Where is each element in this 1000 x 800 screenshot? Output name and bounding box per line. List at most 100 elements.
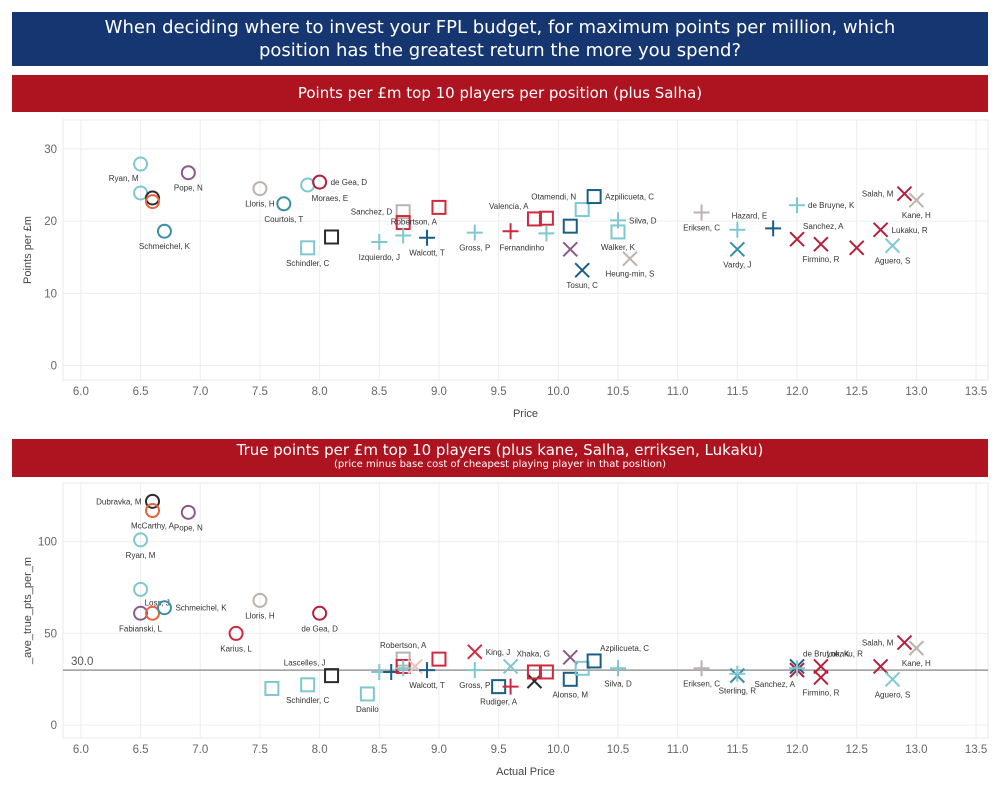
chart1-circle-mark: [145, 194, 161, 210]
chart1-cross-mark: [729, 241, 746, 257]
chart2-x-axis-title: Actual Price: [496, 766, 555, 778]
chart2-point-label: Danilo: [356, 705, 379, 714]
chart2-point-label: Salah, M: [862, 639, 894, 648]
chart1-point-label: Silva, D: [629, 216, 657, 225]
chart1-point-label: Lukaku, R: [892, 226, 928, 235]
chart2-point-label: Pope, N: [174, 523, 203, 532]
chart1-x-tick-label: 8.0: [312, 386, 328, 398]
chart2-circle-mark: [133, 605, 149, 621]
chart2-title-banner: True points per £m top 10 players (plus …: [12, 439, 988, 477]
chart2-cross-mark: [813, 669, 829, 686]
chart1-title: Points per £m top 10 players per positio…: [297, 84, 703, 102]
chart2-point: [133, 605, 149, 621]
chart1-point: [872, 222, 889, 238]
chart2-point-label: Rudiger, A: [480, 698, 518, 707]
chart1-x-tick-label: 7.0: [192, 386, 208, 398]
chart2-circle-mark: [252, 592, 268, 608]
chart2-point: [145, 605, 161, 621]
chart1-point-label: Vardy, J: [723, 260, 751, 269]
chart2-point-label: Aguero, S: [875, 690, 911, 699]
chart2-x-tick-label: 8.5: [371, 744, 387, 756]
chart1-point: [395, 204, 411, 220]
chart1-x-tick-label: 7.5: [252, 386, 268, 398]
chart1-point: [574, 262, 590, 278]
chart1-point: [789, 197, 806, 214]
chart1-y-tick-label: 10: [44, 288, 57, 300]
chart2-x-tick-label: 10.5: [607, 744, 629, 756]
chart1-plus-mark: [419, 229, 436, 246]
chart1-point-label: Courtois, T: [264, 215, 303, 224]
chart2-plus-mark: [466, 662, 483, 679]
chart2-point: [180, 504, 196, 520]
chart1-x-tick-label: 6.0: [73, 386, 89, 398]
chart2-point-label: Schmeichel, K: [175, 604, 227, 613]
chart2-x-tick-label: 9.5: [491, 744, 507, 756]
chart1-point-label: Firmino, R: [802, 255, 839, 264]
chart2-point: [813, 669, 829, 686]
chart1-circle-mark: [180, 165, 196, 181]
chart2-point: [562, 671, 578, 687]
chart1-x-axis-title: Price: [513, 408, 538, 420]
chart1-point: [466, 224, 483, 241]
chart2-point: [145, 493, 161, 509]
chart2-point-label: Lascelles, J: [284, 659, 326, 668]
chart2-point-label: Schindler, C: [286, 696, 329, 705]
chart1-point: [395, 227, 412, 244]
chart1-cross-mark: [908, 192, 925, 208]
chart1-point-label: Eriksen, C: [683, 223, 720, 232]
chart1-point-label: Sanchez, D: [351, 208, 393, 217]
chart1-x-tick-label: 13.0: [905, 386, 927, 398]
chart1-point: [693, 204, 710, 221]
chart2-x-tick-label: 7.0: [192, 744, 208, 756]
chart1-point: [431, 199, 447, 215]
chart2-cross-mark: [813, 658, 829, 675]
chart1-point: [276, 196, 292, 212]
chart1-point: [908, 192, 925, 208]
chart2-point-label: Karius, L: [220, 644, 252, 653]
chart1-point: [538, 210, 554, 226]
chart2-square-mark: [359, 686, 375, 702]
chart2-point: [145, 503, 161, 519]
chart2-circle-mark: [145, 503, 161, 519]
chart1-point-label: Salah, M: [862, 190, 894, 199]
chart2-point: [419, 662, 436, 679]
chart1-plus-mark: [693, 204, 710, 221]
chart2-y-tick-label: 100: [38, 537, 57, 549]
chart1-plus-mark: [538, 225, 555, 242]
chart2-circle-mark: [156, 600, 172, 616]
chart2-square-mark: [431, 651, 447, 667]
chart2-point: [729, 665, 746, 682]
chart1-circle-mark: [252, 181, 268, 197]
chart1-square-mark: [300, 240, 316, 256]
chart2-x-tick-label: 6.5: [133, 744, 149, 756]
chart2-plus-mark: [395, 660, 412, 677]
chart2-point: [872, 658, 889, 675]
chart1-x-tick-label: 13.5: [965, 386, 987, 398]
chart2-x-tick-label: 11.0: [667, 744, 689, 756]
chart1-point: [622, 250, 638, 267]
chart2-plus-mark: [419, 662, 436, 679]
chart2-point-label: Gross, P: [459, 681, 490, 690]
chart1-square-mark: [610, 224, 626, 240]
chart2-square-mark: [586, 653, 602, 669]
chart1-point-label: Schindler, C: [286, 259, 329, 268]
chart2-point-label: McCarthy, A: [131, 522, 175, 531]
chart2-point-label: Silva, D: [604, 679, 632, 688]
chart1-y-tick-label: 20: [44, 216, 57, 228]
chart2-true-points-per-m: 6.0 6.5 7.0 7.5 8.0 8.5 9.0 9.5 10.0 10.5 11.0 11.5…: [22, 482, 989, 778]
chart2-point: [896, 634, 913, 651]
chart2-reference-line-label: 30.0: [71, 656, 93, 668]
chart2-square-mark: [264, 680, 280, 696]
chart2-point: [300, 677, 316, 693]
chart2-point-label: Alonso, M: [552, 690, 588, 699]
chart2-point: [884, 671, 901, 688]
chart1-point-label: Tosun, C: [566, 281, 598, 290]
chart1-x-tick-label: 12.5: [846, 386, 868, 398]
chart1-square-mark: [586, 189, 602, 205]
chart2-point: [312, 605, 328, 621]
chart2-plus-mark: [789, 660, 806, 677]
chart2-plus-mark: [502, 678, 519, 695]
chart1-plus-mark: [502, 223, 519, 240]
chart2-point: [228, 625, 244, 641]
chart2-point-label: Firmino, R: [802, 688, 839, 697]
